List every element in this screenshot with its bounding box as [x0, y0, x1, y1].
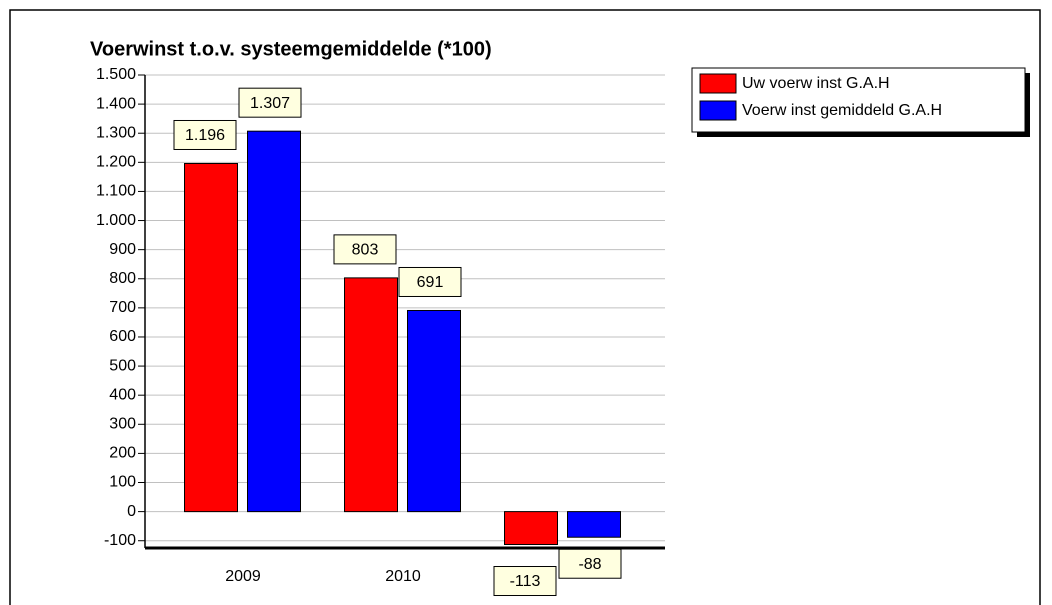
bar: [407, 309, 461, 513]
y-tick-label: 400: [109, 386, 136, 403]
y-tick-label: 1.400: [96, 95, 136, 112]
y-tick-label: -100: [104, 532, 136, 549]
bar: [247, 130, 301, 513]
y-tick-label: 300: [109, 416, 136, 433]
frame: [9, 9, 1041, 605]
y-tick-label: 100: [109, 474, 136, 491]
data-label: -88: [578, 556, 601, 573]
y-tick-label: 200: [109, 445, 136, 462]
y-tick-label: 600: [109, 328, 136, 345]
data-label-box: [558, 548, 622, 579]
data-label-box: [398, 266, 462, 297]
legend-label: Voerw inst gemiddeld G.A.H: [742, 102, 942, 119]
data-label: 1.196: [185, 127, 225, 144]
y-tick-label: 1.100: [96, 183, 136, 200]
y-tick-label: 0: [127, 503, 136, 520]
y-tick-label: 900: [109, 241, 136, 258]
data-label: 803: [352, 242, 379, 259]
y-tick-label: 1.200: [96, 154, 136, 171]
data-label: 691: [417, 274, 444, 291]
x-tick-label: 2009: [225, 568, 261, 585]
y-tick-label: 1.000: [96, 212, 136, 229]
bar: [504, 511, 558, 546]
bar: [567, 511, 621, 538]
legend-label: Uw voerw inst G.A.H: [742, 75, 890, 92]
data-label-box: [238, 87, 302, 118]
y-tick-label: 1.300: [96, 124, 136, 141]
y-tick-label: 500: [109, 357, 136, 374]
data-label-box: [493, 566, 557, 597]
legend-swatch: [699, 100, 737, 121]
x-tick-label: 2010: [385, 568, 421, 585]
data-label-box: [333, 234, 397, 265]
y-tick-label: 800: [109, 270, 136, 287]
bar: [184, 162, 238, 513]
data-label: 1.307: [250, 95, 290, 112]
bar: [344, 277, 398, 513]
legend-swatch: [699, 73, 737, 94]
chart-title: Voerwinst t.o.v. systeemgemiddelde (*100…: [90, 38, 492, 60]
y-tick-label: 1.500: [96, 66, 136, 83]
y-tick-label: 700: [109, 299, 136, 316]
data-label-box: [173, 119, 237, 150]
legend: [691, 67, 1026, 133]
data-label: -113: [510, 573, 541, 590]
